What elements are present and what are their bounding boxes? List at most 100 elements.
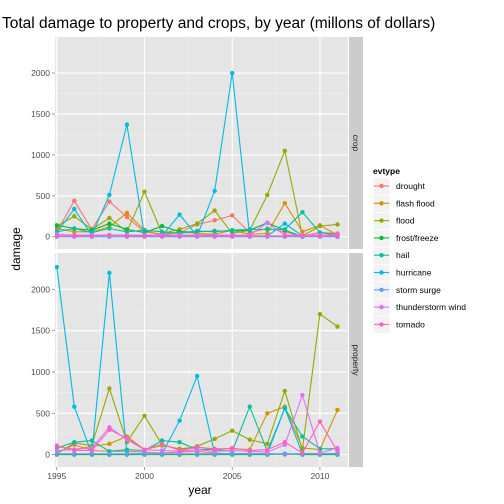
data-point (265, 234, 269, 238)
data-point (125, 215, 129, 219)
data-point (318, 224, 322, 228)
legend-item: drought (373, 178, 425, 195)
data-point (142, 190, 146, 194)
data-point (107, 199, 111, 203)
legend-item: hurricane (373, 265, 432, 282)
data-point (55, 223, 59, 227)
legend-label: storm surge (396, 285, 441, 295)
legend-key-point (379, 288, 383, 292)
chart-title: Total damage to property and crops, by y… (2, 15, 435, 32)
data-point (107, 386, 111, 390)
data-point (107, 452, 111, 456)
data-point (195, 452, 199, 456)
data-point (107, 216, 111, 220)
data-point (212, 189, 216, 193)
y-axis-title: damage (9, 227, 23, 271)
data-point (107, 428, 111, 432)
data-point (107, 226, 111, 230)
legend-item: tornado (373, 316, 425, 333)
data-point (230, 213, 234, 217)
data-point (248, 404, 252, 408)
data-point (177, 448, 181, 452)
y-tick-label: 0 (45, 450, 50, 460)
data-point (283, 234, 287, 238)
legend-key-point (379, 253, 383, 257)
data-point (283, 452, 287, 456)
data-point (177, 419, 181, 423)
y-tick-label: 500 (36, 191, 50, 201)
data-point (265, 411, 269, 415)
facet-panels: 0 500 1000 1500 2000 crop 0 500 1000 1500 2000 prop… (31, 37, 363, 481)
data-point (248, 227, 252, 231)
legend-key-point (379, 236, 383, 240)
data-point (265, 193, 269, 197)
data-point (335, 408, 339, 412)
data-point (230, 428, 234, 432)
data-point (265, 227, 269, 231)
facet-strip-label: property (351, 344, 361, 376)
panel-crop: 0 500 1000 1500 2000 crop (31, 37, 363, 249)
data-point (72, 234, 76, 238)
data-point (248, 438, 252, 442)
legend-key-point (379, 218, 383, 222)
y-tick-label: 1500 (31, 109, 50, 119)
data-point (300, 451, 304, 455)
data-point (212, 218, 216, 222)
data-point (318, 451, 322, 455)
data-point (195, 234, 199, 238)
data-point (230, 228, 234, 232)
data-point (107, 271, 111, 275)
data-point (90, 448, 94, 452)
data-point (230, 234, 234, 238)
data-point (283, 201, 287, 205)
data-point (300, 434, 304, 438)
data-point (142, 414, 146, 418)
data-point (55, 443, 59, 447)
y-tick-label: 2000 (31, 284, 50, 294)
data-point (72, 207, 76, 211)
legend-item: flash flood (373, 195, 435, 212)
data-point (283, 227, 287, 231)
legend-key-point (379, 201, 383, 205)
data-point (248, 234, 252, 238)
data-point (300, 210, 304, 214)
legend-item: frost/freeze (373, 230, 439, 247)
data-point (107, 233, 111, 237)
legend-label: flash flood (396, 198, 435, 208)
data-point (160, 442, 164, 446)
data-point (72, 199, 76, 203)
data-point (318, 312, 322, 316)
data-point (160, 234, 164, 238)
data-point (142, 234, 146, 238)
data-point (283, 406, 287, 410)
y-tick-label: 1500 (31, 326, 50, 336)
x-tick-label: 2000 (135, 471, 154, 481)
legend-key-point (379, 305, 383, 309)
legend-label: thunderstorm wind (396, 302, 466, 312)
legend-label: flood (396, 216, 415, 226)
data-point (300, 234, 304, 238)
data-point (283, 389, 287, 393)
data-point (72, 226, 76, 230)
legend-item: thunderstorm wind (373, 299, 466, 316)
data-point (318, 234, 322, 238)
data-point (212, 437, 216, 441)
data-point (72, 214, 76, 218)
data-point (107, 442, 111, 446)
data-point (195, 445, 199, 449)
data-point (195, 221, 199, 225)
data-point (283, 440, 287, 444)
data-point (335, 324, 339, 328)
data-point (335, 234, 339, 238)
legend-key-point (379, 322, 383, 326)
x-tick-label: 2005 (223, 471, 242, 481)
data-point (230, 71, 234, 75)
legend-key-point (379, 270, 383, 274)
data-point (72, 440, 76, 444)
data-point (107, 221, 111, 225)
data-point (107, 193, 111, 197)
data-point (195, 374, 199, 378)
legend-item: flood (373, 213, 415, 230)
y-tick-label: 2000 (31, 68, 50, 78)
